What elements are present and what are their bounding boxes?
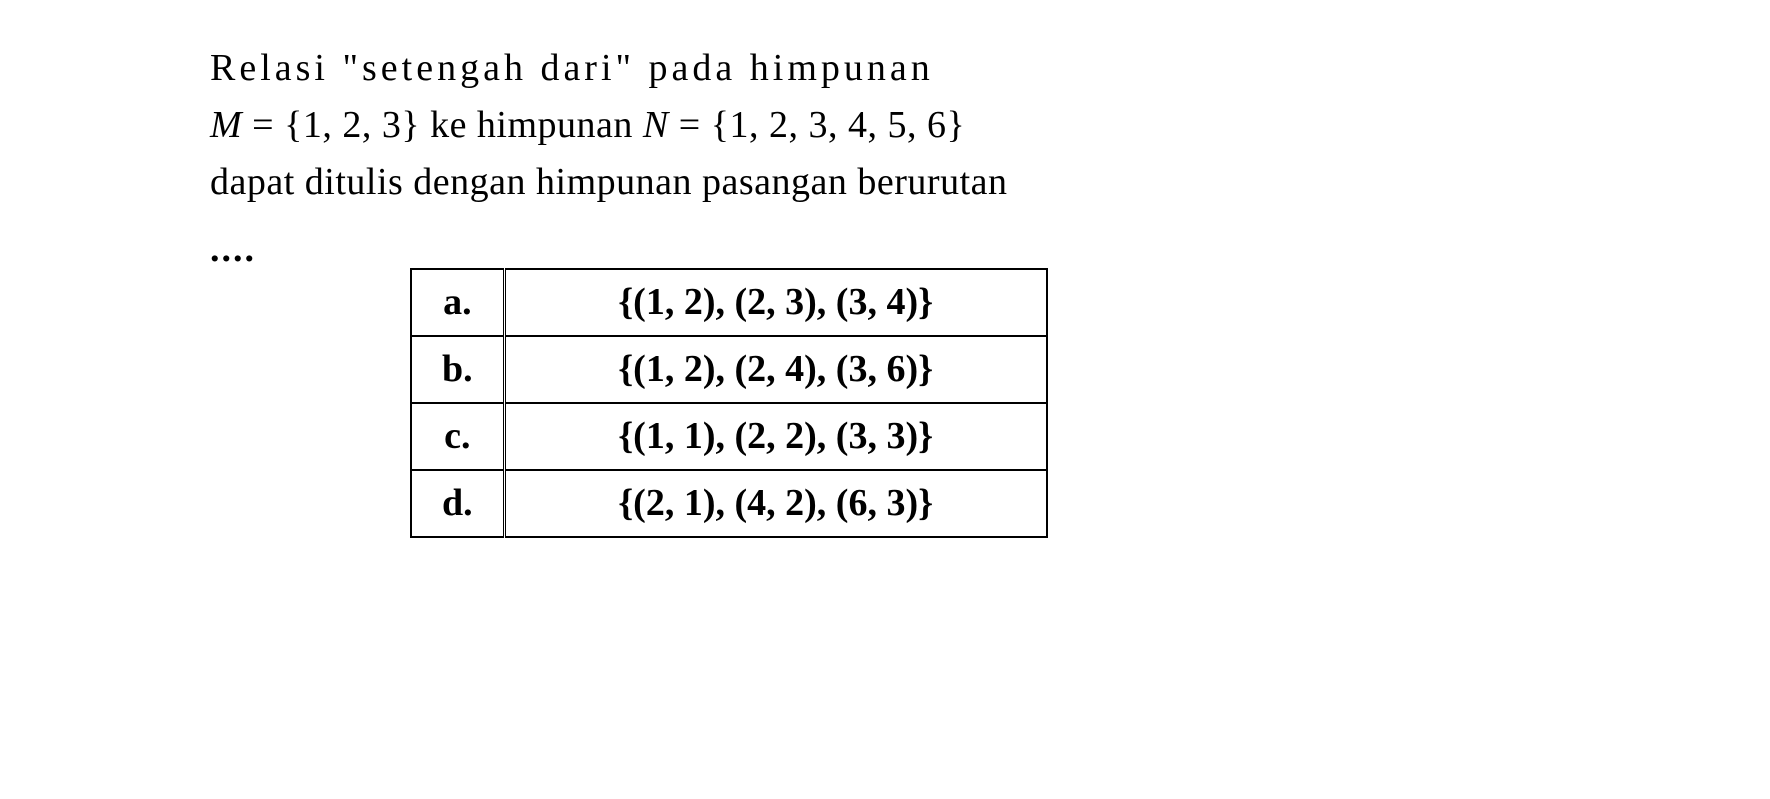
table-row: a. {(1, 2), (2, 3), (3, 4)} bbox=[411, 269, 1047, 336]
q-line2-eq1: = {1, 2, 3} ke himpunan bbox=[242, 104, 643, 146]
q-line1-part1: Relasi bbox=[210, 47, 342, 89]
answer-table-wrap: a. {(1, 2), (2, 3), (3, 4)} b. {(1, 2), … bbox=[410, 268, 1560, 538]
q-line1-quoted: "setengah dari" bbox=[342, 47, 635, 89]
set-N: N bbox=[643, 104, 669, 146]
option-content-a: {(1, 2), (2, 3), (3, 4)} bbox=[504, 269, 1047, 336]
question-text: Relasi "setengah dari" pada himpunan M =… bbox=[210, 40, 1560, 211]
option-content-b: {(1, 2), (2, 4), (3, 6)} bbox=[504, 336, 1047, 403]
q-line1-part2: pada himpunan bbox=[635, 47, 934, 89]
ellipsis-dots: .... bbox=[210, 221, 256, 278]
option-content-d: {(2, 1), (4, 2), (6, 3)} bbox=[504, 470, 1047, 537]
table-row: b. {(1, 2), (2, 4), (3, 6)} bbox=[411, 336, 1047, 403]
option-content-c: {(1, 1), (2, 2), (3, 3)} bbox=[504, 403, 1047, 470]
option-label-c: c. bbox=[411, 403, 504, 470]
option-label-b: b. bbox=[411, 336, 504, 403]
answer-table: a. {(1, 2), (2, 3), (3, 4)} b. {(1, 2), … bbox=[410, 268, 1048, 538]
table-row: d. {(2, 1), (4, 2), (6, 3)} bbox=[411, 470, 1047, 537]
q-line3: dapat ditulis dengan himpunan pasangan b… bbox=[210, 161, 1008, 203]
q-line2-eq2: = {1, 2, 3, 4, 5, 6} bbox=[669, 104, 965, 146]
table-row: c. {(1, 1), (2, 2), (3, 3)} bbox=[411, 403, 1047, 470]
option-label-d: d. bbox=[411, 470, 504, 537]
option-label-a: a. bbox=[411, 269, 504, 336]
set-M: M bbox=[210, 104, 242, 146]
